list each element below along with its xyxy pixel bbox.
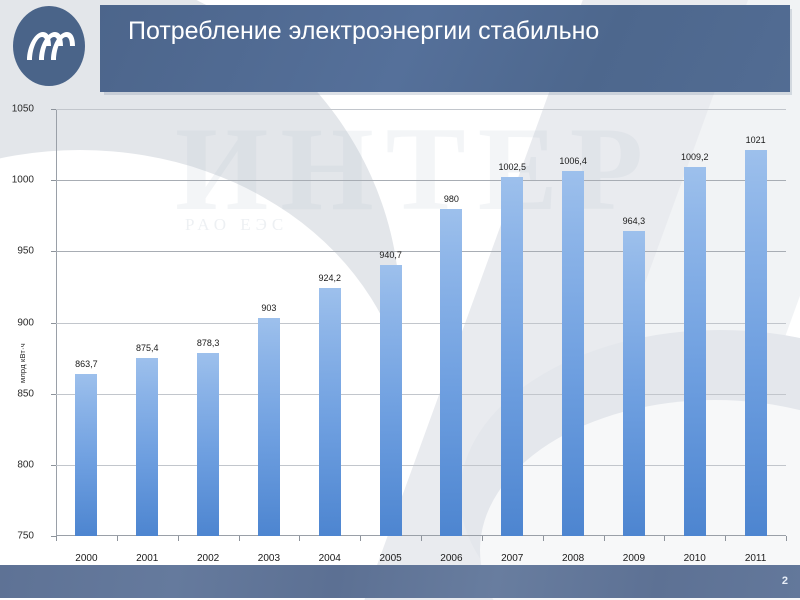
chart-bar[interactable] bbox=[501, 176, 524, 536]
x-axis-tick-label: 2000 bbox=[75, 553, 98, 564]
chart-bar[interactable] bbox=[75, 374, 98, 536]
x-axis-tick-mark bbox=[725, 536, 727, 541]
x-axis-tick-mark bbox=[177, 536, 179, 541]
x-axis-tick-label: 2010 bbox=[683, 553, 706, 564]
y-axis-tick-label: 1000 bbox=[11, 174, 34, 186]
y-axis-tick-label: 850 bbox=[17, 388, 34, 400]
chart-bar[interactable] bbox=[197, 353, 220, 536]
bar-value-label: 980 bbox=[443, 193, 459, 204]
bar-value-label: 903 bbox=[261, 303, 277, 314]
bar-value-label: 878,3 bbox=[196, 338, 220, 349]
chart-bar[interactable] bbox=[257, 318, 280, 536]
y-axis-tick-mark bbox=[51, 464, 56, 466]
bar-value-label: 1021 bbox=[745, 135, 766, 146]
chart-bar[interactable] bbox=[318, 288, 341, 536]
x-axis-tick-label: 2007 bbox=[501, 553, 524, 564]
chart-bar[interactable] bbox=[379, 264, 402, 536]
y-axis-tick-mark bbox=[51, 180, 56, 182]
bar-value-label: 1009,2 bbox=[680, 152, 709, 163]
x-axis-tick-label: 2003 bbox=[257, 553, 281, 564]
y-axis-tick-mark bbox=[51, 109, 56, 110]
x-axis-tick-label: 2005 bbox=[379, 553, 402, 564]
company-logo-icon bbox=[13, 6, 85, 86]
x-axis-tick-label: 2004 bbox=[318, 553, 341, 564]
y-axis-title: млрд кВт·ч bbox=[18, 343, 27, 383]
bar-value-label: 964,3 bbox=[622, 215, 646, 226]
gridline bbox=[56, 464, 786, 466]
gridline bbox=[56, 251, 786, 253]
y-axis-tick-mark bbox=[51, 322, 56, 324]
bar-value-label: 875,4 bbox=[135, 342, 159, 353]
page-title: Потребление электроэнергии стабильно bbox=[128, 17, 600, 45]
chart-bar[interactable] bbox=[744, 150, 767, 536]
y-axis-tick-mark bbox=[51, 393, 56, 395]
x-axis-tick-mark bbox=[299, 536, 301, 541]
x-axis-tick-mark bbox=[603, 536, 605, 541]
page-number: 2 bbox=[781, 575, 788, 587]
bar-value-label: 1002,5 bbox=[498, 161, 527, 172]
y-axis-tick-label: 900 bbox=[17, 317, 34, 328]
gridline bbox=[56, 109, 786, 110]
x-axis-tick-label: 2008 bbox=[561, 553, 585, 564]
x-axis-tick-mark bbox=[481, 536, 483, 541]
x-axis-tick-label: 2001 bbox=[136, 553, 159, 564]
bar-value-label: 1006,4 bbox=[559, 156, 587, 167]
y-axis-tick-label: 800 bbox=[17, 459, 34, 471]
y-axis-tick-mark bbox=[51, 251, 56, 253]
header-bar bbox=[100, 5, 790, 92]
y-axis-tick-label: 750 bbox=[17, 530, 34, 542]
x-axis-tick-mark bbox=[360, 536, 362, 541]
chart-bar[interactable] bbox=[136, 357, 159, 536]
x-axis-tick-mark bbox=[542, 536, 544, 541]
bar-value-label: 863,7 bbox=[75, 359, 98, 370]
x-axis-tick-mark bbox=[56, 536, 57, 541]
x-axis-tick-mark bbox=[116, 536, 118, 541]
x-axis-tick-label: 2009 bbox=[622, 553, 646, 564]
x-axis-tick-mark bbox=[421, 536, 422, 541]
x-axis-line bbox=[56, 535, 786, 536]
chart-bar[interactable] bbox=[683, 167, 706, 536]
y-axis-tick-label: 950 bbox=[17, 245, 34, 257]
y-axis-tick-mark bbox=[51, 536, 56, 537]
y-axis-tick-label: 1050 bbox=[11, 103, 34, 115]
bar-chart: млрд кВт·ч 750 800 850 900 950 1000 1050 863,7 2… bbox=[0, 100, 800, 565]
chart-bar[interactable] bbox=[562, 171, 585, 536]
chart-bar[interactable] bbox=[622, 230, 645, 536]
bar-value-label: 924,2 bbox=[318, 273, 342, 284]
chart-plot-area: 750 800 850 900 950 1000 1050 863,7 2000 875,4 200… bbox=[12, 104, 787, 564]
x-axis-tick-mark bbox=[664, 536, 666, 541]
x-axis-tick-label: 2002 bbox=[196, 553, 220, 564]
footer-bar bbox=[0, 565, 800, 598]
x-axis-tick-mark bbox=[786, 536, 787, 541]
gridline bbox=[56, 393, 786, 395]
x-axis-tick-mark bbox=[238, 536, 240, 541]
bar-value-label: 940,7 bbox=[379, 249, 402, 260]
gridline bbox=[56, 180, 786, 182]
x-axis-tick-label: 2011 bbox=[744, 553, 767, 564]
chart-bar[interactable] bbox=[440, 208, 463, 536]
gridline bbox=[56, 322, 786, 324]
x-axis-tick-label: 2006 bbox=[440, 553, 463, 564]
